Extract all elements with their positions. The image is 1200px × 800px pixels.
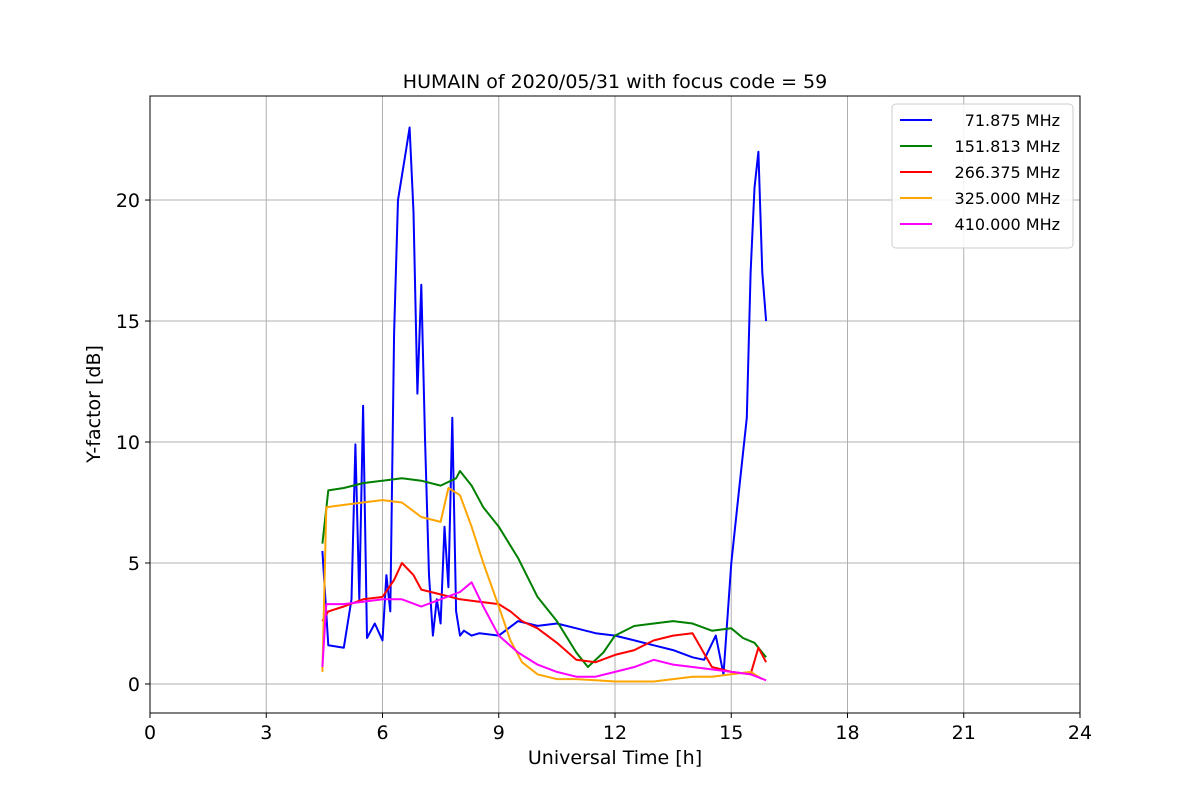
x-tick-label: 9 (493, 722, 505, 744)
legend-label-4: 325.000 MHz (955, 189, 1060, 208)
y-axis-label: Y-factor [dB] (83, 345, 105, 464)
legend-label-3: 266.375 MHz (955, 163, 1060, 182)
x-tick-label: 18 (835, 722, 859, 744)
legend-box (891, 103, 1074, 249)
y-tick-label: 15 (116, 311, 140, 333)
x-axis-label: Universal Time [h] (528, 747, 702, 769)
y-tick-label: 5 (128, 553, 140, 575)
series-line-1 (321, 126, 768, 676)
x-tick-label: 21 (952, 722, 976, 744)
y-tick-label: 0 (128, 674, 140, 696)
x-tick-label: 15 (719, 722, 743, 744)
legend-label-5: 410.000 MHz (955, 215, 1060, 234)
legend-label-1: 71.875 MHz (965, 111, 1060, 130)
series-line-5 (321, 581, 767, 682)
ticks: 0 3 6 9 12 15 18 21 24 0 5 10 15 20 (116, 190, 1092, 744)
legend: 71.875 MHz 151.813 MHz 266.375 MHz 325.000 … (891, 103, 1074, 249)
y-tick-label: 20 (116, 190, 140, 212)
chart-title: HUMAIN of 2020/05/31 with focus code = 5… (403, 71, 827, 93)
y-tick-label: 10 (116, 432, 140, 454)
series-line-2 (321, 470, 767, 668)
legend-label-2: 151.813 MHz (955, 137, 1060, 156)
x-tick-label: 3 (260, 722, 272, 744)
series-layer (321, 126, 768, 683)
x-tick-label: 12 (603, 722, 627, 744)
x-tick-label: 6 (376, 722, 388, 744)
x-tick-label: 0 (144, 722, 156, 744)
x-tick-label: 24 (1068, 722, 1092, 744)
series-line-3 (321, 562, 767, 676)
